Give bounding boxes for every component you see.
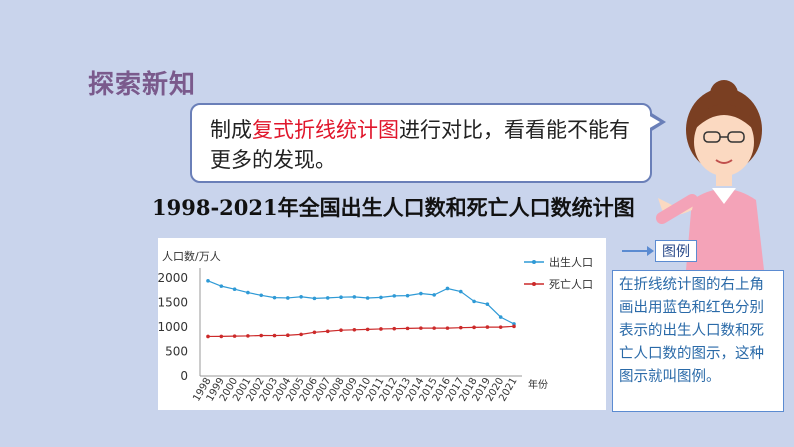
death-data-point (458, 325, 463, 330)
death-data-point (299, 332, 303, 337)
bubble-text: 制成复式折线统计图进行对比，看看能不能有更多的发现。 (210, 115, 640, 175)
death-series-line (207, 325, 515, 338)
bubble-text-pre: 制成 (210, 118, 252, 142)
birth-data-point (286, 296, 290, 300)
death-data-point (272, 333, 277, 338)
death-data-point (498, 325, 503, 329)
birth-data-point (458, 289, 463, 294)
death-data-point (472, 325, 476, 330)
section-title: 探索新知 (88, 70, 197, 100)
death-data-point (392, 326, 397, 331)
death-data-point (312, 330, 317, 335)
birth-data-point (352, 295, 357, 299)
death-data-point (246, 334, 250, 338)
death-data-point (379, 327, 383, 331)
birth-data-point (272, 295, 277, 300)
birth-data-point (325, 296, 330, 300)
death-data-point (445, 326, 450, 330)
birth-data-point (445, 286, 450, 291)
death-data-point (485, 325, 490, 329)
chart-title: 1998-2021年全国出生人口数和死亡人口数统计图 (152, 195, 635, 220)
birth-data-point (392, 294, 397, 298)
bubble-text-highlight: 复式折线统计图 (252, 118, 399, 142)
legend-birth-marker (532, 260, 536, 264)
birth-data-point (419, 291, 423, 296)
birth-data-point (405, 293, 410, 298)
birth-data-point (246, 290, 250, 295)
x-axis-label: 年份 (528, 378, 548, 391)
birth-data-point (206, 279, 210, 283)
bubble-tail-inner (648, 115, 660, 129)
death-data-point (259, 333, 264, 338)
y-tick-label: 0 (180, 369, 188, 383)
birth-data-point (498, 315, 503, 319)
birth-data-point (219, 284, 224, 288)
teacher-illustration (656, 80, 764, 270)
death-data-point (206, 334, 210, 339)
birth-series-line (207, 280, 515, 325)
death-data-point (432, 326, 436, 330)
y-tick-label: 2000 (158, 271, 188, 285)
y-tick-label: 500 (165, 345, 188, 359)
birth-data-point (379, 295, 383, 300)
legend-death-marker (532, 282, 536, 286)
death-data-point (352, 327, 357, 332)
y-axis-label: 人口数/万人 (162, 250, 221, 263)
y-tick-label: 1000 (158, 320, 188, 334)
death-data-point (325, 329, 330, 334)
death-data-point (219, 334, 224, 339)
birth-data-point (485, 302, 490, 307)
legend-tag: 图例 (655, 240, 697, 262)
birth-data-point (312, 296, 317, 301)
legend-birth-label: 出生人口 (549, 255, 593, 269)
y-tick-label: 1500 (158, 296, 188, 310)
birth-data-point (432, 293, 436, 297)
legend-arrow (622, 246, 654, 256)
speech-bubble: 制成复式折线统计图进行对比，看看能不能有更多的发现。 (190, 103, 652, 183)
birth-data-point (472, 299, 476, 304)
death-data-point (286, 333, 290, 338)
bubble-text-post: 进行对比，看看能不能有更多的发现。 (210, 118, 630, 172)
legend-explanation: 在折线统计图的右上角画出用蓝色和红色分别表示的出生人口数和死亡人口数的图示，这种… (612, 270, 784, 412)
birth-data-point (259, 293, 264, 298)
birth-data-point (339, 295, 343, 300)
death-data-point (232, 334, 237, 338)
chart-area: 人口数/万人 年份 0 500 1000 1500 2000 1998 1999 2000 2… (157, 238, 606, 410)
legend-death-label: 死亡人口 (549, 277, 593, 291)
birth-data-point (365, 296, 370, 300)
birth-data-point (299, 294, 303, 299)
death-data-point (405, 326, 410, 331)
death-data-point (512, 324, 516, 329)
birth-data-point (232, 287, 237, 292)
death-data-point (365, 327, 370, 332)
death-data-point (419, 326, 423, 330)
death-data-point (339, 328, 343, 332)
